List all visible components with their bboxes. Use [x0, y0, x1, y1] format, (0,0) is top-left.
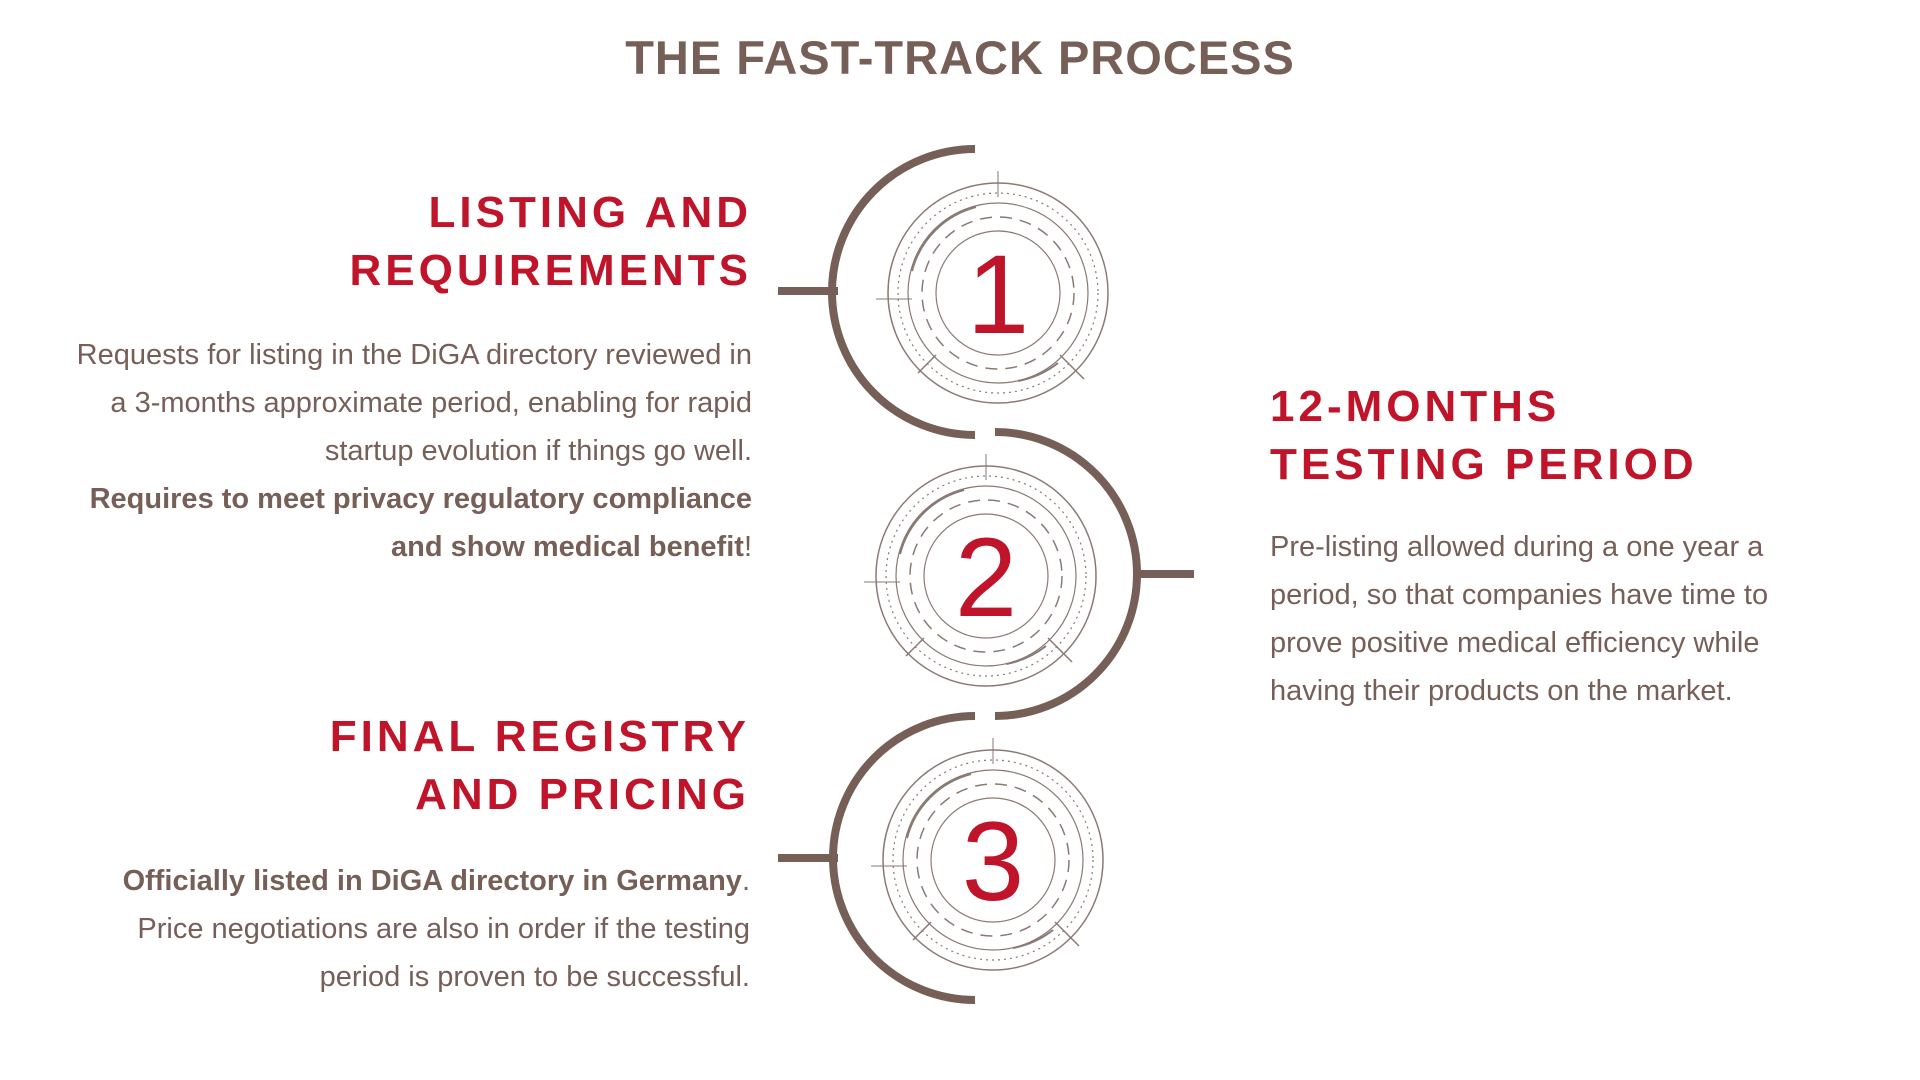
connector-arcs — [778, 145, 1194, 1004]
step-2-description: Pre-listing allowed during a one year a … — [1270, 523, 1830, 715]
step-1-heading-line2: REQUIREMENTS — [349, 246, 752, 295]
step-2-number: 2 — [955, 515, 1017, 640]
step-3-badge: 3 — [871, 738, 1104, 971]
arc-step-3 — [829, 712, 976, 1004]
step-3-heading: FINAL REGISTRY AND PRICING — [300, 708, 750, 824]
page-title: THE FAST-TRACK PROCESS — [625, 31, 1295, 84]
step-3-body-text: Price negotiations are also in order if … — [137, 913, 750, 993]
step-1-body-requirements: Requires to meet privacy regulatory comp… — [60, 475, 752, 571]
step-3-heading-line2: AND PRICING — [415, 770, 750, 819]
step-1-body-text: Requests for listing in the DiGA directo… — [76, 339, 752, 467]
step-3-description: Officially listed in DiGA directory in G… — [60, 857, 750, 1001]
step-3-number: 3 — [962, 799, 1024, 924]
step-3-body-paragraph: Officially listed in DiGA directory in G… — [60, 857, 750, 1001]
step-1-badge: 1 — [876, 171, 1109, 404]
step-2-badge: 2 — [864, 454, 1097, 687]
step-2-heading-line1: 12-MONTHS — [1270, 382, 1561, 431]
step-1-number: 1 — [967, 232, 1029, 357]
step-2-heading-line2: TESTING PERIOD — [1270, 440, 1698, 489]
step-1-heading-line1: LISTING AND — [428, 188, 752, 237]
step-1-description: Requests for listing in the DiGA directo… — [60, 331, 752, 571]
step-2-heading: 12-MONTHS TESTING PERIOD — [1270, 378, 1830, 494]
step-3-body-bold: Officially listed in DiGA directory in G… — [122, 865, 742, 897]
step-1-body-bold: Requires to meet privacy regulatory comp… — [89, 483, 752, 563]
step-1-heading: LISTING AND REQUIREMENTS — [300, 184, 752, 300]
step-2-body-text: Pre-listing allowed during a one year a … — [1270, 531, 1769, 707]
step-3-body-period: . — [741, 865, 750, 897]
step-1-body-exclamation: ! — [743, 531, 752, 563]
step-3-heading-line1: FINAL REGISTRY — [329, 712, 750, 761]
